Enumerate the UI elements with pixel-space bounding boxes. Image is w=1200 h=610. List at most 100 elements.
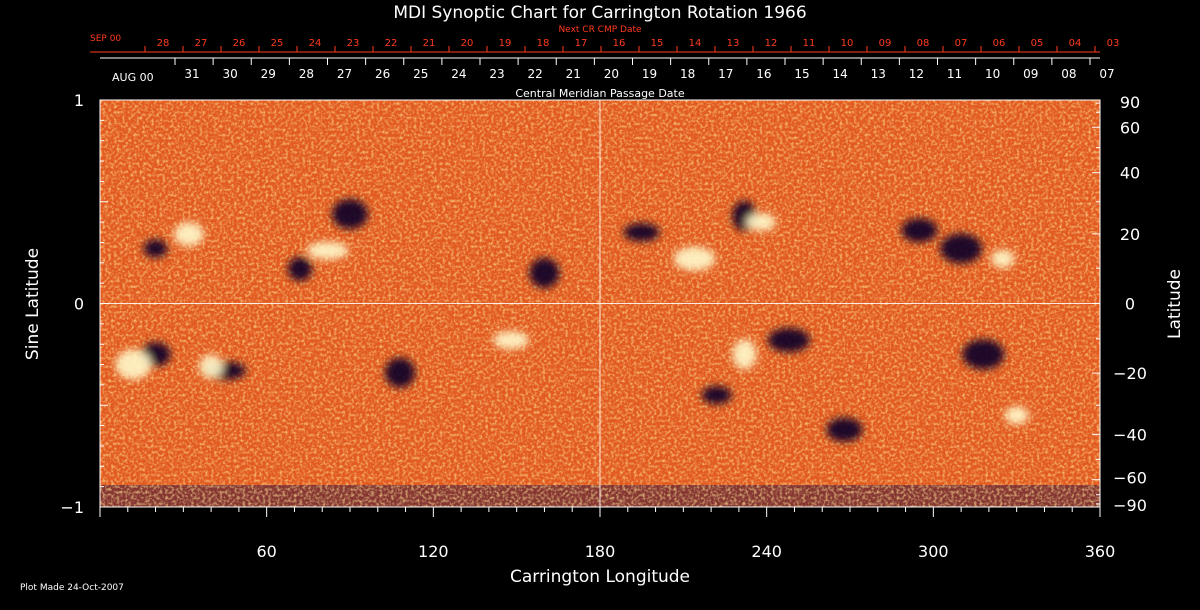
red-axis-tick-label: 16 (613, 38, 626, 49)
top-white-date-axis: 31 30 29 28 27 26 25 24 23 22 21 20 19 18 17 16 15 14 13 12… (100, 57, 1115, 81)
left-y-axis: 1 0 −1 (60, 91, 108, 517)
red-axis-tick-label: 17 (575, 38, 588, 49)
negative-region (701, 386, 732, 405)
red-axis-tick-label: 05 (1031, 38, 1044, 49)
positive-region (746, 213, 777, 232)
right-axis-tick-label: −90 (1113, 496, 1147, 515)
negative-region (826, 417, 863, 442)
white-axis-tick-label: 25 (413, 67, 428, 81)
positive-region (115, 349, 152, 380)
red-axis-tick-label: 18 (537, 38, 550, 49)
negative-region (385, 357, 415, 388)
white-axis-tick-label: 09 (1023, 67, 1038, 81)
left-axis-tick-label: 1 (74, 91, 84, 110)
grid-lines (100, 100, 1100, 507)
white-axis-tick-label: 24 (451, 67, 466, 81)
red-axis-tick-label: 04 (1069, 38, 1082, 49)
white-axis-tick-label: 18 (680, 67, 695, 81)
negative-region (623, 223, 660, 242)
red-axis-tick-label: 20 (461, 38, 474, 49)
white-axis-tick-label: 12 (909, 67, 924, 81)
x-axis-tick-label: 180 (585, 542, 616, 561)
red-axis-tick-label: 08 (917, 38, 930, 49)
positive-region (493, 331, 530, 350)
red-axis-tick-label: 10 (841, 38, 854, 49)
red-axis-tick-label: 15 (651, 38, 664, 49)
x-axis-tick-label: 360 (1085, 542, 1116, 561)
white-axis-tick-label: 15 (794, 67, 809, 81)
negative-region (962, 339, 1005, 370)
positive-region (173, 222, 204, 247)
positive-region (199, 354, 224, 379)
negative-region (901, 218, 938, 243)
white-axis-tick-label: 31 (184, 67, 199, 81)
negative-region (940, 233, 983, 264)
red-axis-tick-label: 27 (195, 38, 208, 49)
red-axis-tick-label: 25 (271, 38, 284, 49)
white-axis-tick-label: 19 (642, 67, 657, 81)
plot-made-footer: Plot Made 24-Oct-2007 (20, 583, 124, 593)
right-axis-tick-label: −40 (1113, 425, 1147, 444)
red-axis-tick-label: 24 (309, 38, 322, 49)
white-axis-tick-label: 10 (985, 67, 1000, 81)
white-axis-tick-label: 14 (832, 67, 847, 81)
white-axis-tick-label: 20 (604, 67, 619, 81)
white-axis-tick-label: 21 (566, 67, 581, 81)
red-axis-tick-label: 13 (727, 38, 740, 49)
white-axis-tick-label: 13 (871, 67, 886, 81)
negative-region (288, 256, 312, 281)
white-axis-tick-label: 23 (489, 67, 504, 81)
positive-region (732, 339, 757, 370)
right-y-axis-label: Latitude (1165, 269, 1185, 339)
red-axis-tick-label: 26 (233, 38, 246, 49)
positive-region (673, 246, 716, 271)
white-axis-tick-label: 07 (1099, 67, 1114, 81)
red-axis-tick-label: 21 (423, 38, 436, 49)
x-axis-tick-label: 120 (418, 542, 449, 561)
right-axis-tick-label: −60 (1113, 469, 1147, 488)
white-axis-tick-label: 27 (337, 67, 352, 81)
top-red-month-label: SEP 00 (90, 34, 121, 44)
x-axis-tick-label: 300 (918, 542, 949, 561)
top-red-date-axis: 28 27 26 25 24 23 22 21 20 19 18 17 16 15 14 13 12 11 10 09… (90, 38, 1120, 53)
left-axis-tick-label: −1 (60, 498, 84, 517)
red-axis-tick-label: 14 (689, 38, 702, 49)
negative-region (767, 328, 810, 353)
x-axis: 60 120 180 240 300 360 (99, 507, 1116, 561)
red-axis-tick-label: 07 (955, 38, 968, 49)
white-axis-tick-label: 17 (718, 67, 733, 81)
negative-region (143, 239, 168, 258)
red-axis-tick-label: 28 (157, 38, 170, 49)
white-axis-tick-label: 11 (947, 67, 962, 81)
positive-region (990, 249, 1015, 268)
white-axis-tick-label: 30 (222, 67, 237, 81)
red-axis-tick-label: 06 (993, 38, 1006, 49)
white-axis-tick-label: 16 (756, 67, 771, 81)
x-axis-label: Carrington Longitude (510, 567, 690, 587)
right-axis-tick-label: −20 (1113, 364, 1147, 383)
chart-title: MDI Synoptic Chart for Carrington Rotati… (393, 3, 806, 23)
white-axis-tick-label: 26 (375, 67, 390, 81)
red-axis-tick-label: 11 (803, 38, 816, 49)
y-axis-label: Sine Latitude (23, 248, 43, 360)
cmp-axis-label: Central Meridian Passage Date (515, 87, 684, 100)
red-axis-tick-label: 03 (1107, 38, 1120, 49)
red-axis-tick-label: 23 (347, 38, 360, 49)
red-axis-tick-label: 09 (879, 38, 892, 49)
negative-region (529, 257, 560, 288)
white-axis-tick-label: 29 (261, 67, 276, 81)
white-axis-tick-label: 28 (299, 67, 314, 81)
positive-region (306, 241, 349, 260)
x-axis-tick-label: 60 (256, 542, 276, 561)
positive-region (1004, 406, 1029, 425)
right-axis-tick-label: 20 (1120, 225, 1140, 244)
top-red-axis-label: Next CR CMP Date (558, 25, 642, 35)
right-axis-tick-label: 90 (1120, 93, 1140, 112)
white-axis-tick-label: 08 (1061, 67, 1076, 81)
right-axis-tick-label: 60 (1120, 118, 1140, 137)
right-latitude-axis: 90 60 40 20 0 −20 −40 −60 −90 (1092, 93, 1147, 515)
right-axis-tick-label: 40 (1120, 164, 1140, 183)
red-axis-tick-label: 12 (765, 38, 778, 49)
x-axis-tick-label: 240 (751, 542, 782, 561)
